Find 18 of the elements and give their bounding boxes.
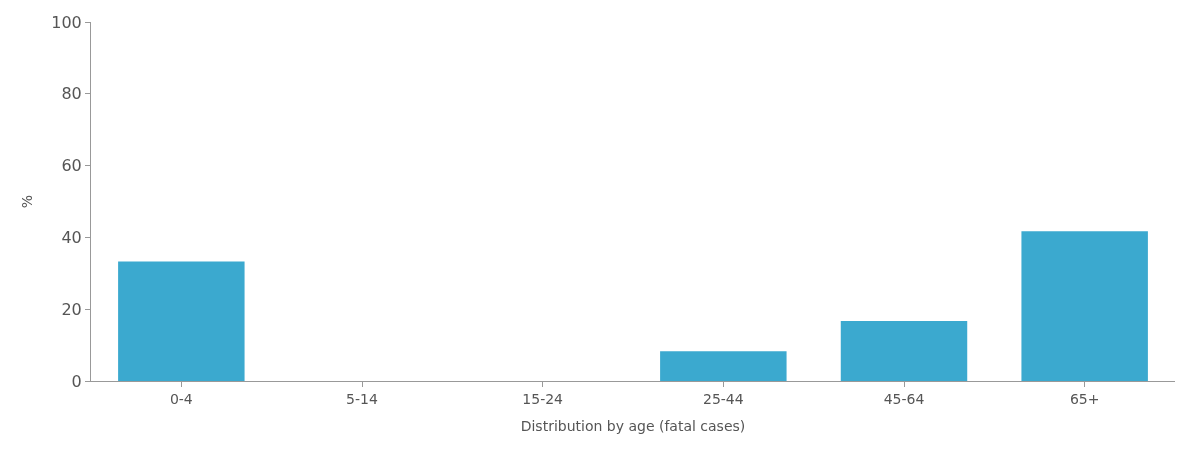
bar: [1021, 231, 1148, 381]
y-tick-label: 100: [51, 12, 82, 32]
y-axis-title: %: [18, 194, 35, 209]
y-tick-label: 40: [61, 228, 82, 247]
x-tick-label: 0-4: [169, 390, 193, 407]
y-tick-label: 80: [61, 84, 82, 104]
y-tick-label: 60: [61, 156, 82, 176]
bar: [118, 261, 245, 381]
x-tick-label: 25-44: [702, 390, 744, 407]
x-tick-label: 5-14: [346, 390, 378, 407]
bar: [840, 321, 968, 381]
bar: [660, 351, 787, 381]
x-tick-label: 65+: [1069, 390, 1100, 407]
y-tick-label: 0: [71, 371, 82, 391]
x-axis-title: Distribution by age (fatal cases): [520, 418, 746, 435]
x-tick-label: 45-64: [883, 390, 925, 407]
y-tick-label: 20: [61, 299, 82, 319]
x-tick-label: 15-24: [522, 390, 564, 407]
